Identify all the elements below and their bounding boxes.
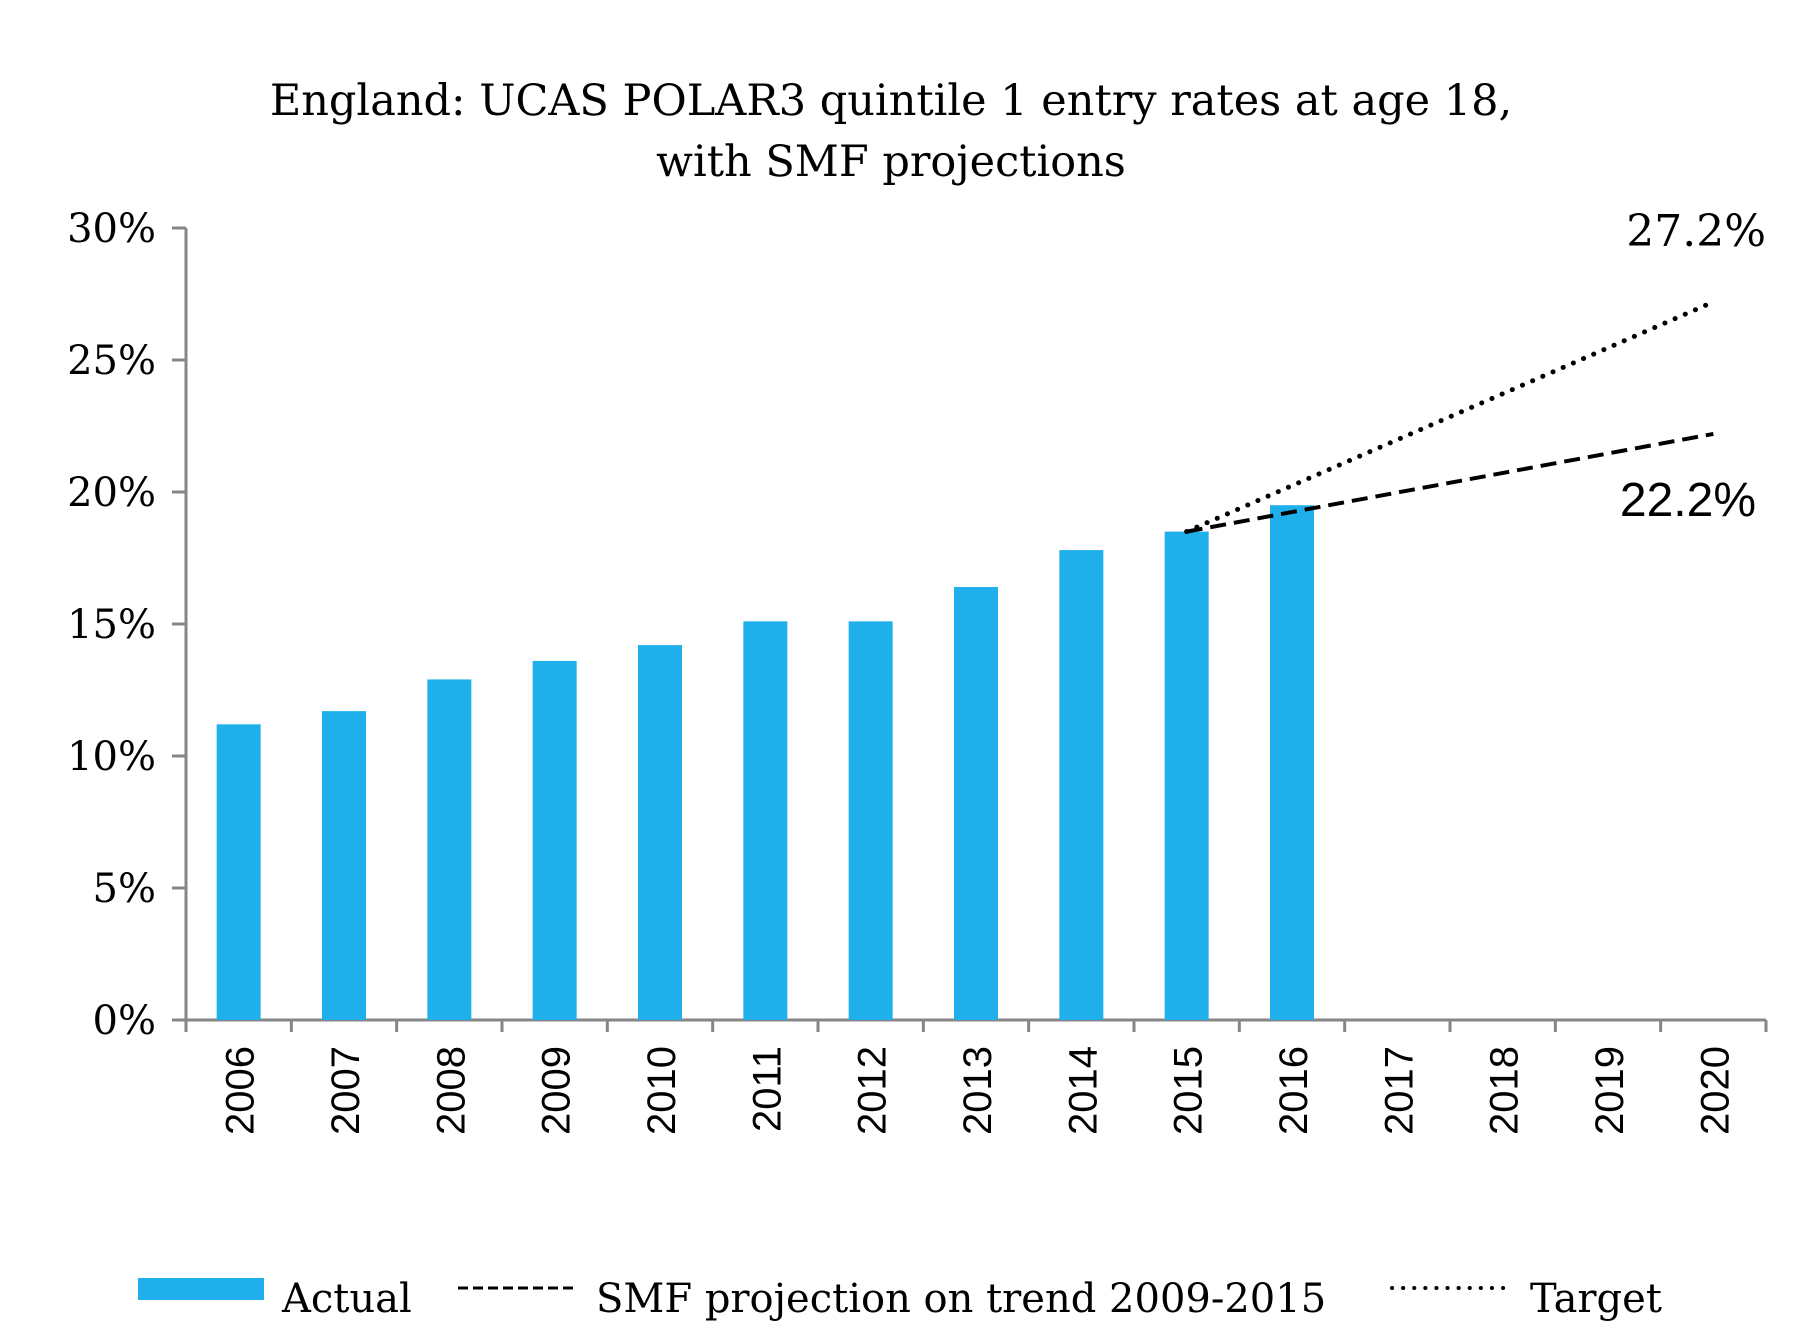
x-tick-label: 2012: [851, 1046, 895, 1135]
bar-2006: [216, 724, 261, 1020]
y-tick-label: 25%: [67, 338, 156, 384]
x-tick-label: 2020: [1693, 1046, 1737, 1135]
x-tick-label: 2007: [324, 1046, 368, 1135]
y-tick-label: 20%: [67, 470, 156, 516]
bar-2015: [1164, 531, 1209, 1020]
x-tick-label: 2008: [429, 1046, 473, 1135]
legend: Actual SMF projection on trend 2009-2015 T…: [138, 1276, 1662, 1322]
legend-label: Target: [1530, 1276, 1662, 1322]
x-tick-label: 2015: [1167, 1046, 1211, 1135]
projection-lines: [1184, 299, 1716, 535]
y-axis: 0% 5% 10% 15% 20% 25% 30%: [67, 206, 188, 1044]
bar-2007: [322, 711, 366, 1020]
legend-swatch-actual: [138, 1278, 264, 1300]
bar-2012: [848, 621, 893, 1020]
smf-projection-line: [1186, 431, 1714, 534]
bars: [216, 505, 1314, 1020]
legend-label: Actual: [281, 1276, 412, 1322]
y-tick-label: 10%: [67, 734, 156, 780]
annotation-label: 22.2%: [1620, 474, 1756, 527]
legend-label: SMF projection on trend 2009-2015: [596, 1276, 1326, 1322]
y-tick-label: 5%: [93, 866, 156, 912]
bar-2010: [638, 645, 682, 1020]
x-axis: 2006 2007 2008 2009 2010 2011 2012 2013 2014 2015…: [172, 1018, 1768, 1135]
x-tick-label: 2009: [535, 1046, 579, 1135]
x-tick-label: 2016: [1272, 1046, 1316, 1135]
chart-subtitle: with SMF projections: [656, 137, 1126, 187]
y-tick-label: 15%: [67, 602, 156, 648]
y-tick-label: 0%: [93, 998, 156, 1044]
x-tick-label: 2018: [1483, 1046, 1527, 1135]
x-tick-label: 2006: [219, 1046, 263, 1135]
chart-title: England: UCAS POLAR3 quintile 1 entry ra…: [270, 76, 1512, 126]
annotations: 27.2% 22.2%: [1620, 206, 1766, 527]
bar-2009: [532, 660, 577, 1020]
bar-2011: [743, 621, 788, 1020]
x-tick-label: 2019: [1588, 1046, 1632, 1135]
bar-2014: [1059, 550, 1104, 1020]
y-tick-label: 30%: [67, 206, 156, 252]
bar-2016: [1270, 505, 1314, 1020]
x-tick-label: 2010: [640, 1046, 684, 1135]
x-tick-label: 2011: [745, 1046, 789, 1132]
x-tick-label: 2013: [956, 1046, 1000, 1135]
x-tick-label: 2017: [1377, 1046, 1421, 1135]
bar-2008: [427, 679, 472, 1020]
bar-2013: [954, 587, 998, 1020]
x-tick-label: 2014: [1061, 1046, 1105, 1135]
target-line: [1184, 299, 1716, 535]
annotation-label: 27.2%: [1626, 206, 1766, 257]
